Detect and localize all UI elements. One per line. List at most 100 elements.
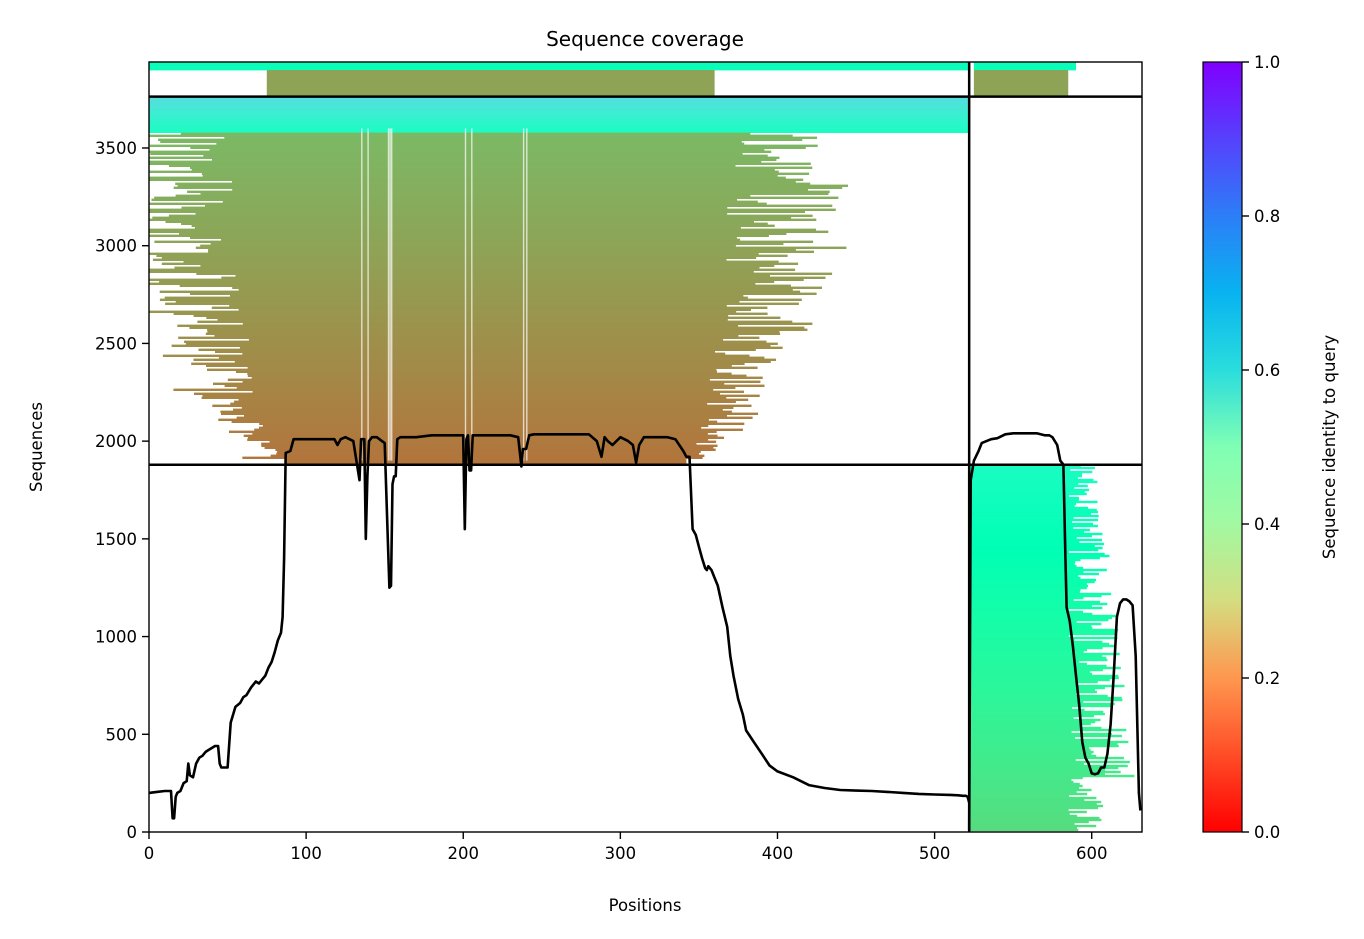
coverage-row	[149, 114, 970, 117]
coverage-row	[202, 174, 778, 177]
coverage-row	[969, 564, 1077, 568]
coverage-row	[969, 790, 1077, 794]
x-tick-label: 500	[919, 844, 951, 863]
coverage-row	[149, 118, 970, 121]
coverage-row	[969, 756, 1124, 760]
coverage-row	[216, 142, 745, 145]
coverage-row	[973, 80, 1069, 83]
y-tick-label: 0	[127, 823, 138, 842]
coverage-row	[149, 270, 754, 273]
coverage-row	[202, 394, 760, 397]
y-tick-label: 2500	[95, 334, 137, 353]
coverage-row	[221, 412, 759, 415]
y-tick-label: 2000	[95, 432, 137, 451]
coverage-row	[969, 526, 1074, 530]
coverage-row	[969, 674, 1119, 678]
coverage-row	[254, 428, 743, 431]
coverage-row	[209, 148, 765, 151]
coverage-row	[224, 384, 765, 387]
coverage-row	[160, 140, 742, 143]
colorbar-tick-label: 0.8	[1254, 207, 1280, 226]
coverage-row	[149, 98, 970, 101]
coverage-row	[969, 484, 1088, 488]
coverage-row	[266, 86, 715, 89]
coverage-row	[178, 336, 760, 339]
coverage-row	[191, 224, 775, 227]
coverage-row	[242, 322, 813, 325]
coverage-row	[269, 440, 717, 443]
coverage-row	[149, 64, 970, 67]
coverage-row	[149, 210, 805, 213]
coverage-row	[195, 212, 728, 215]
coverage-row	[969, 800, 1102, 804]
x-tick-label: 100	[290, 844, 322, 863]
coverage-row	[969, 696, 1122, 700]
x-tick-label: 400	[762, 844, 794, 863]
x-tick-label: 600	[1076, 844, 1108, 863]
coverage-row	[969, 792, 1088, 796]
coverage-row	[168, 214, 813, 217]
coverage-gap	[464, 128, 467, 461]
coverage-row	[969, 804, 1104, 808]
coverage-row	[149, 176, 786, 179]
coverage-row	[969, 486, 1075, 490]
coverage-row	[969, 662, 1087, 666]
coverage-row	[220, 410, 732, 413]
coverage-heatmap	[149, 62, 1135, 832]
coverage-row	[969, 772, 1105, 776]
coverage-row	[969, 568, 1107, 572]
coverage-row	[969, 616, 1112, 620]
coverage-row	[205, 204, 833, 207]
coverage-row	[149, 234, 769, 237]
coverage-row	[969, 566, 1084, 570]
coverage-row	[213, 382, 725, 385]
coverage-row	[969, 780, 1074, 784]
coverage-row	[212, 404, 752, 407]
coverage-row	[207, 328, 808, 331]
coverage-row	[242, 380, 761, 383]
coverage-row	[149, 124, 970, 127]
coverage-row	[233, 408, 723, 411]
coverage-row	[969, 586, 1087, 590]
coverage-row	[969, 596, 1084, 600]
coverage-row	[969, 508, 1097, 512]
coverage-row	[973, 66, 1076, 69]
coverage-row	[242, 352, 726, 355]
coverage-row	[969, 716, 1074, 720]
coverage-row	[969, 468, 1071, 472]
coverage-row	[177, 324, 739, 327]
coverage-row	[266, 88, 715, 91]
coverage-row	[969, 666, 1121, 670]
coverage-row	[969, 808, 1069, 812]
coverage-row	[969, 748, 1091, 752]
coverage-row	[149, 156, 780, 159]
coverage-row	[969, 500, 1098, 504]
coverage-row	[969, 536, 1077, 540]
coverage-row	[969, 820, 1089, 824]
coverage-row	[149, 144, 818, 147]
coverage-row	[149, 208, 836, 211]
coverage-row	[203, 154, 768, 157]
coverage-row	[969, 818, 1102, 822]
coverage-row	[193, 314, 729, 317]
coverage-row	[969, 794, 1070, 798]
coverage-row	[266, 74, 715, 77]
coverage-row	[149, 252, 759, 255]
coverage-row	[276, 452, 699, 455]
coverage-row	[234, 400, 736, 403]
coverage-row	[231, 420, 718, 423]
coverage-row	[270, 454, 705, 457]
coverage-row	[149, 100, 970, 103]
coverage-row	[969, 656, 1107, 660]
coverage-row	[969, 552, 1105, 556]
coverage-row	[969, 796, 1097, 800]
coverage-row	[149, 230, 829, 233]
coverage-row	[969, 600, 1100, 604]
coverage-row	[973, 88, 1069, 91]
coverage-row	[162, 354, 750, 357]
coverage-row	[173, 186, 843, 189]
coverage-row	[164, 296, 748, 299]
coverage-row	[969, 480, 1098, 484]
coverage-row	[151, 198, 737, 201]
coverage-row	[969, 560, 1076, 564]
